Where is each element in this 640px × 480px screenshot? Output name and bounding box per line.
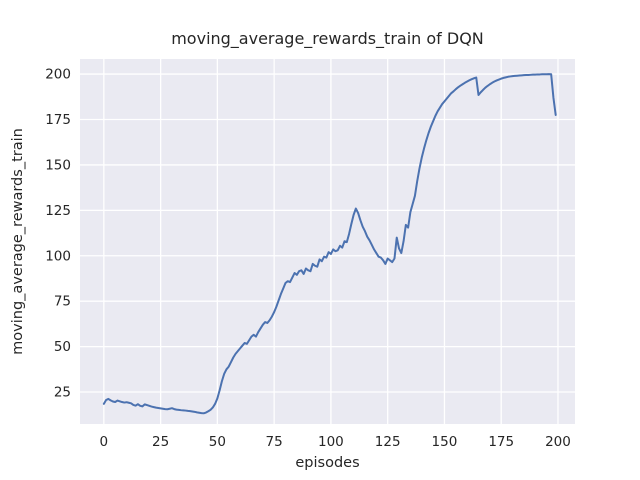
x-tick-label: 25 bbox=[152, 434, 169, 450]
x-tick-label: 0 bbox=[100, 434, 109, 450]
x-tick-label: 100 bbox=[318, 434, 344, 450]
x-tick-label: 150 bbox=[432, 434, 458, 450]
chart-title: moving_average_rewards_train of DQN bbox=[171, 29, 484, 49]
y-tick-label: 125 bbox=[45, 203, 71, 219]
y-tick-label: 150 bbox=[45, 157, 71, 173]
y-tick-label: 175 bbox=[45, 112, 71, 128]
y-tick-label: 200 bbox=[45, 67, 71, 83]
x-tick-label: 50 bbox=[209, 434, 226, 450]
y-axis-label: moving_average_rewards_train bbox=[10, 128, 26, 355]
x-tick-label: 175 bbox=[488, 434, 514, 450]
series-line bbox=[102, 73, 557, 415]
y-tick-label: 50 bbox=[54, 339, 71, 355]
y-tick-label: 100 bbox=[45, 248, 71, 264]
y-tick-label: 75 bbox=[54, 294, 71, 310]
x-tick-label: 75 bbox=[266, 434, 283, 450]
y-tick-label: 25 bbox=[54, 385, 71, 401]
x-tick-label: 200 bbox=[545, 434, 571, 450]
x-tick-label: 125 bbox=[375, 434, 401, 450]
x-axis-label: episodes bbox=[295, 455, 359, 471]
